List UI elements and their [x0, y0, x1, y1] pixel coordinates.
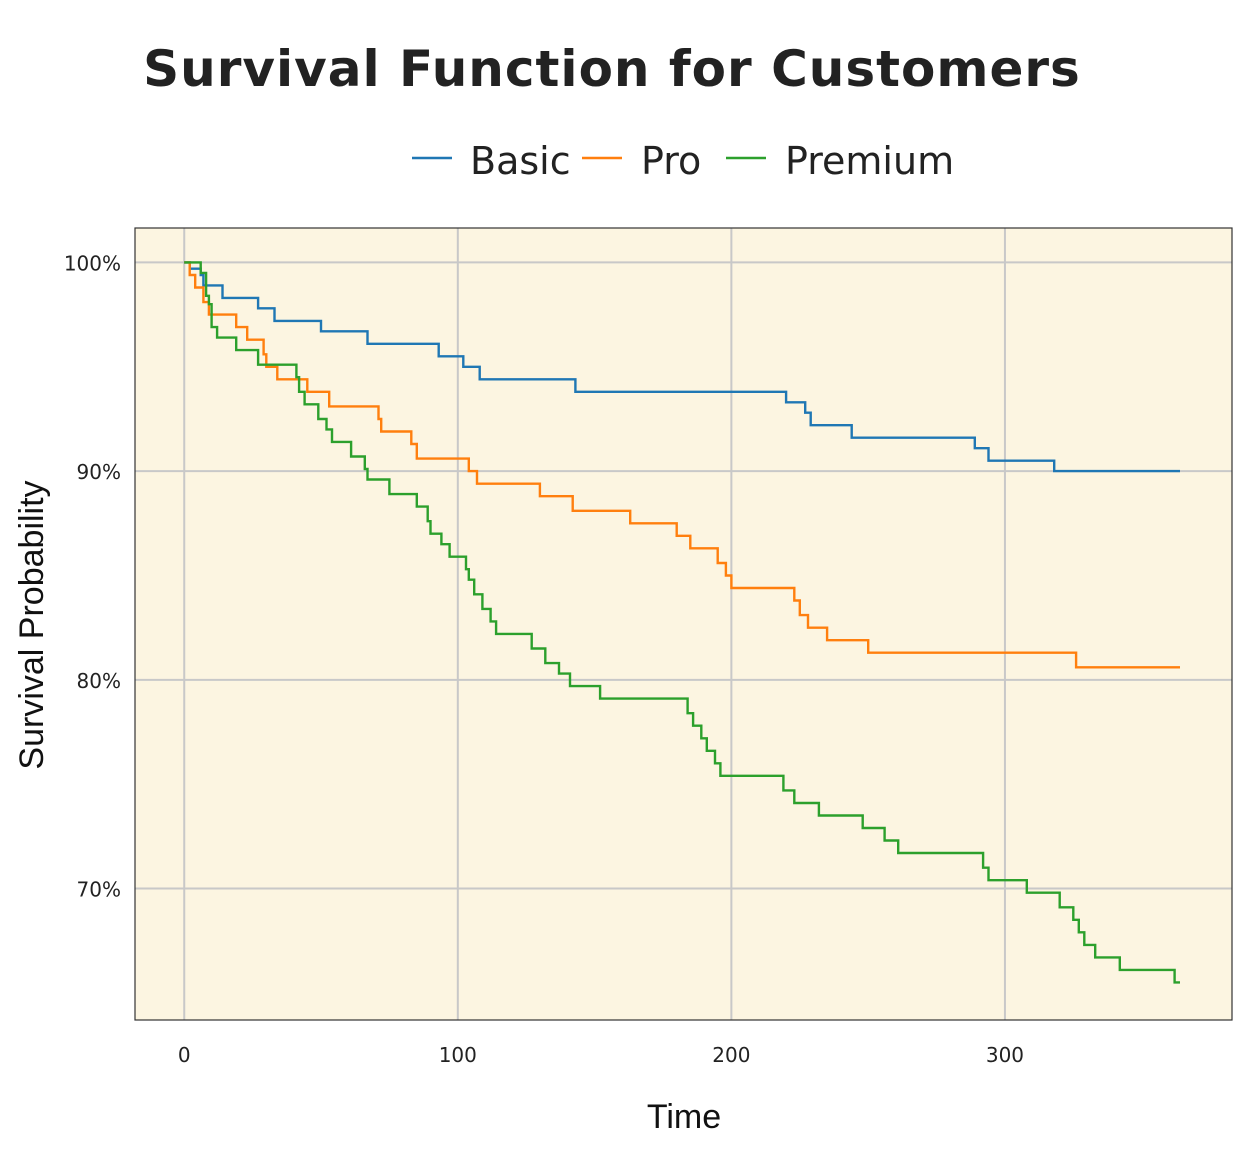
legend: Basic Pro Premium [412, 139, 954, 183]
x-tick-label: 100 [439, 1043, 477, 1067]
plot-frame [134, 227, 1233, 1021]
series-line-premium [184, 261, 1180, 984]
x-axis-title: Time [647, 1098, 721, 1136]
grid-lines [135, 228, 1232, 1020]
legend-label-basic: Basic [470, 139, 571, 183]
x-tick-label: 0 [178, 1043, 191, 1067]
y-axis-title: Survival Probability [13, 480, 51, 769]
legend-label-premium: Premium [785, 139, 954, 183]
x-tick-label: 300 [986, 1043, 1024, 1067]
y-tick-label: 90% [77, 460, 121, 484]
x-axis-ticks: 0 100 200 300 [178, 1043, 1024, 1067]
series-line-basic [184, 261, 1180, 473]
chart-title: Survival Function for Customers [143, 40, 1081, 98]
series-layer [184, 261, 1180, 984]
y-axis-ticks: 70% 80% 90% 100% [64, 251, 121, 901]
plot-background [135, 228, 1232, 1020]
y-tick-label: 80% [77, 669, 121, 693]
series-line-pro [184, 261, 1180, 669]
y-tick-label: 70% [77, 878, 121, 902]
x-tick-label: 200 [712, 1043, 750, 1067]
y-tick-label: 100% [64, 251, 121, 275]
legend-label-pro: Pro [641, 139, 701, 183]
